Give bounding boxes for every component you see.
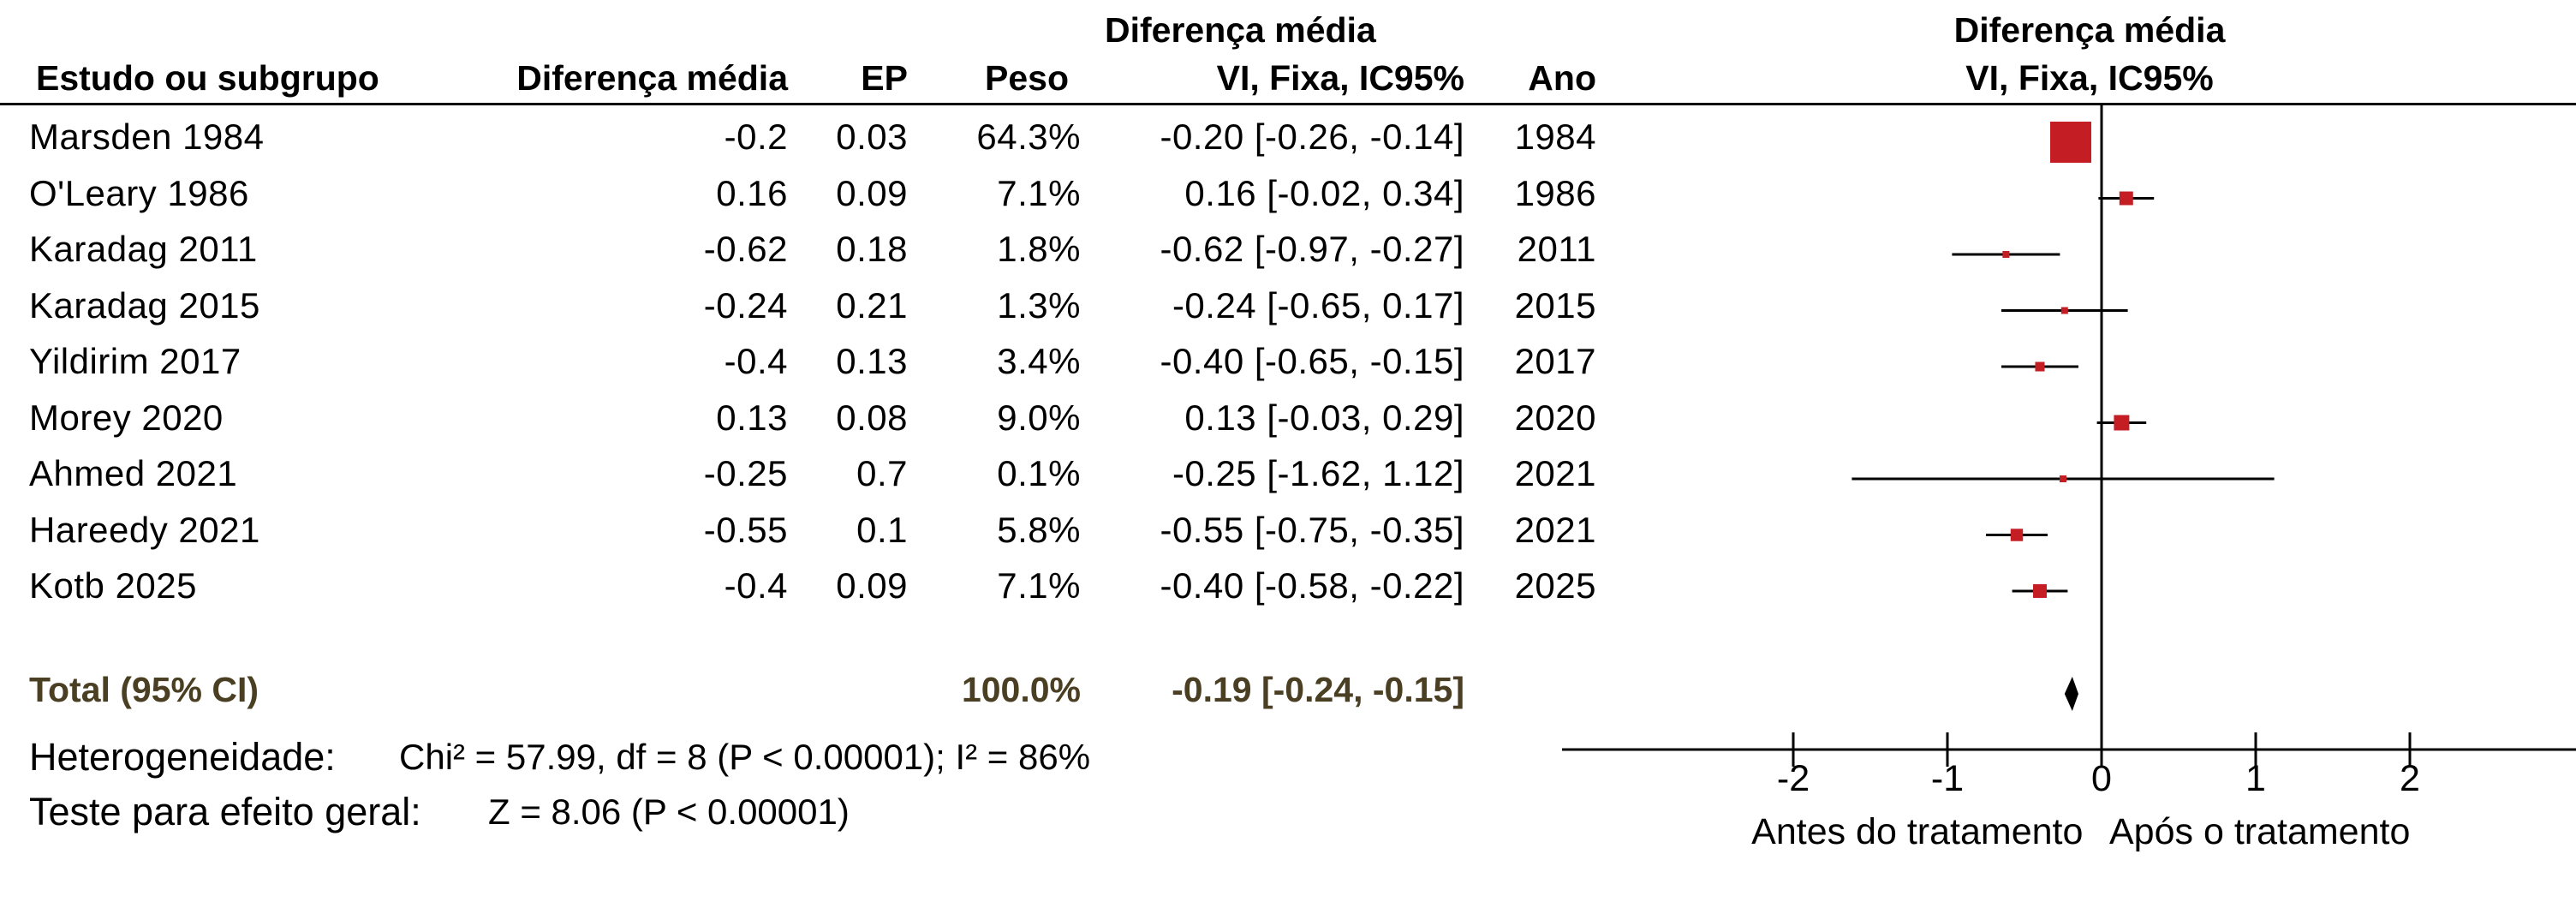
heterogeneity-value: Chi² = 57.99, df = 8 (P < 0.00001); I² =… <box>399 737 1091 777</box>
row-se: 0.09 <box>836 172 908 213</box>
row-year: 2021 <box>1514 453 1596 493</box>
row-weight: 9.0% <box>997 397 1081 438</box>
xlabel-right: Após o tratamento <box>2109 811 2410 852</box>
header-ci-line2: VI, Fixa, IC95% <box>1216 58 1464 98</box>
row-weight: 1.3% <box>997 284 1081 326</box>
header-year: Ano <box>1528 58 1596 98</box>
study-marker <box>2114 415 2130 431</box>
plot-header-line2: VI, Fixa, IC95% <box>1965 58 2214 98</box>
x-tick-label: 1 <box>2245 758 2266 799</box>
row-year: 1986 <box>1514 172 1596 213</box>
row-weight: 64.3% <box>976 116 1081 157</box>
overall-effect-label: Teste para efeito geral: <box>29 790 421 833</box>
row-mean-difference: -0.4 <box>724 565 788 606</box>
row-year: 2025 <box>1514 565 1596 606</box>
row-study: Ahmed 2021 <box>29 453 238 493</box>
row-ci: -0.24 [-0.65, 0.17] <box>1172 284 1464 326</box>
row-mean-difference: -0.62 <box>703 229 788 269</box>
row-mean-difference: 0.16 <box>716 172 788 213</box>
row-mean-difference: -0.4 <box>724 341 788 381</box>
header-rule <box>0 103 2576 105</box>
row-study: Yildirim 2017 <box>29 341 242 381</box>
row-weight: 7.1% <box>997 565 1081 606</box>
row-mean-difference: -0.2 <box>724 116 788 157</box>
row-ci: -0.55 [-0.75, -0.35] <box>1160 509 1464 550</box>
total-ci: -0.19 [-0.24, -0.15] <box>1172 670 1464 709</box>
row-year: 2021 <box>1514 509 1596 550</box>
row-mean-difference: -0.55 <box>703 509 788 550</box>
header-weight: Peso <box>985 58 1069 98</box>
header-se: EP <box>861 58 908 98</box>
study-marker <box>2035 361 2045 372</box>
row-study: Karadag 2015 <box>29 284 260 326</box>
pooled-diamond <box>2064 677 2078 711</box>
row-mean-difference: -0.24 <box>703 284 788 326</box>
row-year: 2017 <box>1514 341 1596 381</box>
row-year: 1984 <box>1514 116 1596 157</box>
row-weight: 3.4% <box>997 341 1081 381</box>
row-study: Karadag 2011 <box>29 229 258 269</box>
study-marker <box>2050 122 2091 163</box>
row-mean-difference: -0.25 <box>703 453 788 493</box>
row-se: 0.09 <box>836 565 908 606</box>
row-weight: 7.1% <box>997 172 1081 213</box>
study-marker <box>2002 250 2010 259</box>
row-se: 0.7 <box>856 453 908 493</box>
row-se: 0.08 <box>836 397 908 438</box>
plot-header-line1: Diferença média <box>1953 10 2226 50</box>
study-marker <box>2060 307 2068 314</box>
row-study: Marsden 1984 <box>29 116 265 157</box>
row-weight: 1.8% <box>997 229 1081 269</box>
row-study: Hareedy 2021 <box>29 509 260 550</box>
row-ci: -0.25 [-1.62, 1.12] <box>1172 453 1464 493</box>
row-study: Morey 2020 <box>29 397 224 438</box>
row-ci: -0.40 [-0.58, -0.22] <box>1160 565 1464 606</box>
row-weight: 5.8% <box>997 509 1081 550</box>
total-weight: 100.0% <box>961 670 1081 709</box>
row-se: 0.18 <box>836 229 908 269</box>
row-study: Kotb 2025 <box>29 565 198 606</box>
row-se: 0.03 <box>836 116 908 157</box>
header-study: Estudo ou subgrupo <box>36 58 379 98</box>
study-marker <box>2060 475 2066 482</box>
header-mean-difference: Diferença média <box>516 58 788 98</box>
x-tick-label: -1 <box>1931 758 1964 799</box>
row-ci: 0.13 [-0.03, 0.29] <box>1184 397 1464 438</box>
row-ci: -0.62 [-0.97, -0.27] <box>1160 229 1464 269</box>
study-marker <box>2119 191 2133 206</box>
x-tick-label: 2 <box>2400 758 2420 799</box>
row-year: 2011 <box>1517 229 1596 269</box>
x-tick-label: 0 <box>2091 758 2112 799</box>
overall-effect-value: Z = 8.06 (P < 0.00001) <box>488 792 850 832</box>
row-mean-difference: 0.13 <box>716 397 788 438</box>
row-se: 0.1 <box>856 509 908 550</box>
row-se: 0.13 <box>836 341 908 381</box>
study-marker <box>2033 584 2047 598</box>
xlabel-left: Antes do tratamento <box>1751 811 2083 852</box>
total-label: Total (95% CI) <box>29 670 259 709</box>
study-marker <box>2010 529 2024 541</box>
row-ci: -0.20 [-0.26, -0.14] <box>1160 116 1464 157</box>
heterogeneity-label: Heterogeneidade: <box>29 735 336 779</box>
row-year: 2015 <box>1514 284 1596 326</box>
row-year: 2020 <box>1514 397 1596 438</box>
row-ci: -0.40 [-0.65, -0.15] <box>1160 341 1464 381</box>
header-ci-line1: Diferença média <box>1105 10 1376 50</box>
row-study: O'Leary 1986 <box>29 172 249 213</box>
row-weight: 0.1% <box>997 453 1081 493</box>
x-tick-label: -2 <box>1777 758 1810 799</box>
row-se: 0.21 <box>836 284 908 326</box>
row-ci: 0.16 [-0.02, 0.34] <box>1184 172 1464 213</box>
